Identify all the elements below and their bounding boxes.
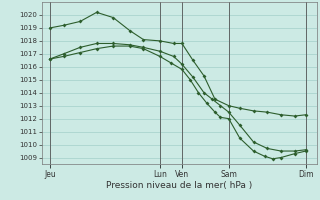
X-axis label: Pression niveau de la mer( hPa ): Pression niveau de la mer( hPa ) xyxy=(106,181,252,190)
